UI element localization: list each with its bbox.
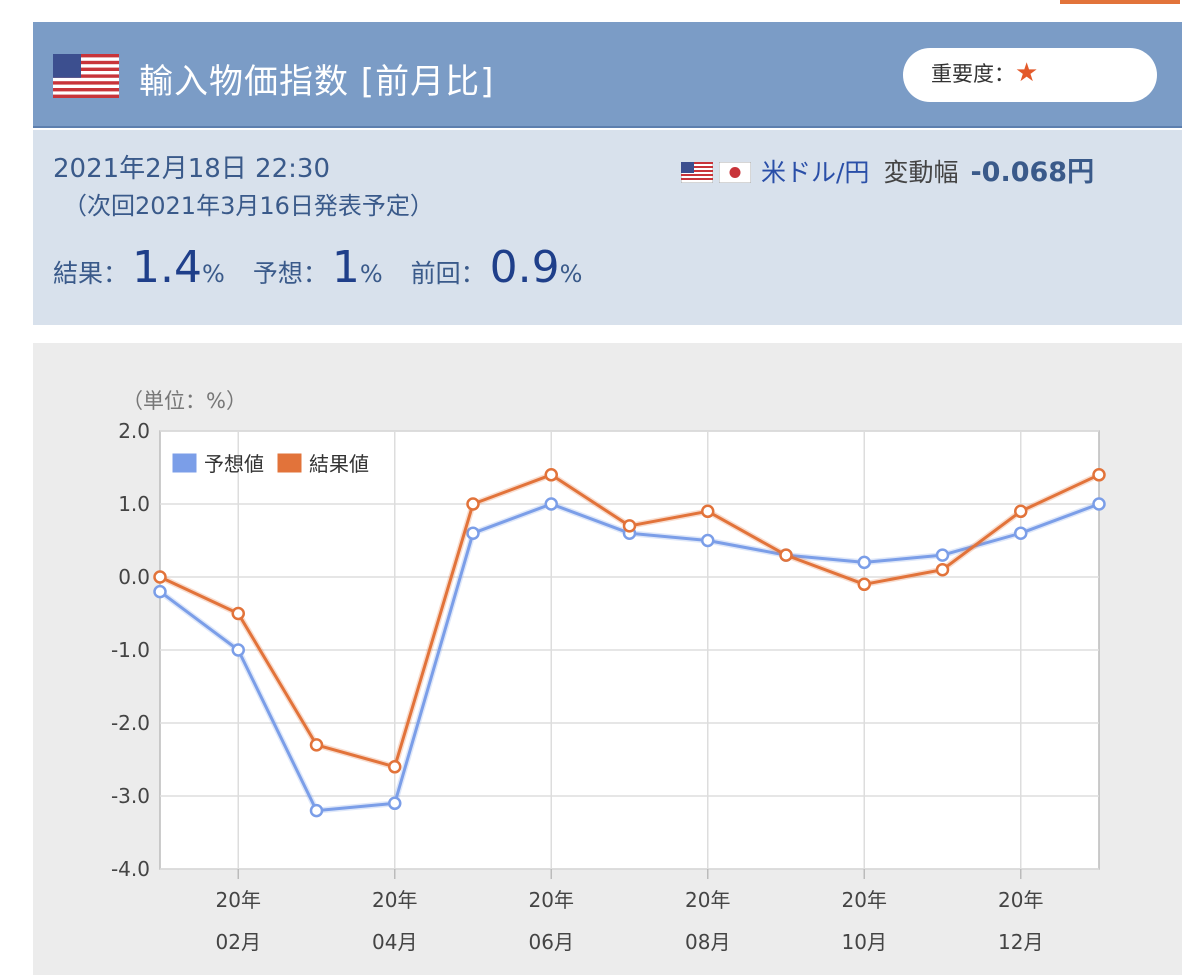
data-point [1092, 468, 1106, 482]
data-point [1014, 504, 1028, 519]
x-tick-label-year: 20年 [998, 888, 1043, 912]
x-tick-label-month: 02月 [216, 930, 261, 954]
data-point [153, 570, 167, 584]
x-tick-label-month: 08月 [685, 930, 730, 954]
y-tick-label: -2.0 [111, 711, 150, 735]
y-tick-label: 0.0 [118, 565, 150, 589]
result-value: 1.4 [132, 242, 202, 293]
legend-label: 予想値 [204, 452, 264, 476]
importance-label: 重要度： [931, 62, 1015, 86]
x-tick-label-month: 04月 [372, 930, 417, 954]
data-point [857, 555, 871, 570]
japan-flag-icon [719, 162, 751, 183]
next-release-note: （次回2021年3月16日発表予定） [63, 192, 434, 220]
data-point [1092, 497, 1106, 511]
previous-label: 前回： [410, 259, 486, 288]
importance-badge: 重要度：★ [903, 48, 1157, 102]
forecast-value: 1 [331, 242, 360, 293]
results-row: 結果：1.4% 予想：1% 前回：0.9% [53, 242, 610, 293]
previous-value: 0.9 [489, 242, 560, 293]
result-label: 結果： [53, 259, 129, 288]
data-point [779, 548, 793, 562]
x-tick-label-month: 10月 [842, 930, 887, 954]
y-tick-label: -3.0 [111, 784, 150, 808]
x-tick-label-year: 20年 [216, 888, 261, 912]
range-value: -0.068円 [970, 157, 1095, 188]
x-tick-label-month: 12月 [998, 930, 1043, 954]
range-label: 変動幅 [883, 158, 959, 187]
y-tick-label: 2.0 [118, 419, 150, 443]
y-tick-label: -1.0 [111, 638, 150, 662]
data-point [231, 606, 245, 621]
data-point [1014, 526, 1028, 540]
release-info-panel: 2021年2月18日 22:30 （次回2021年3月16日発表予定） 米ドル/… [33, 130, 1182, 325]
forecast-label: 予想： [252, 259, 328, 288]
result-unit: % [202, 260, 225, 288]
chart-panel: 2.0 1.0 0.0 -1.0 -2.0 -3.0 -4.0 20年 02月 20年 04月 20年… [33, 343, 1182, 975]
data-point [701, 504, 715, 519]
data-point [935, 548, 950, 562]
legend-swatch [171, 452, 198, 474]
data-point [466, 526, 480, 540]
data-point [153, 584, 167, 599]
data-point [544, 497, 558, 511]
line-chart: 2.0 1.0 0.0 -1.0 -2.0 -3.0 -4.0 20年 02月 20年 04月 20年… [111, 389, 1106, 954]
previous-unit: % [559, 260, 583, 288]
x-tick-label-year: 20年 [842, 888, 887, 912]
y-tick-label: 1.0 [118, 492, 150, 516]
data-point [544, 468, 558, 482]
us-flag-icon [681, 162, 713, 183]
series-result [153, 468, 1106, 774]
x-tick-label-year: 20年 [685, 888, 730, 912]
data-point [701, 533, 715, 548]
indicator-header: 輸入物価指数 [前月比] 重要度：★ [33, 22, 1182, 128]
star-icon: ★ [1015, 58, 1039, 88]
data-point [388, 760, 402, 774]
data-point [622, 519, 637, 533]
y-tick-label: -4.0 [111, 857, 150, 881]
forecast-unit: % [359, 260, 383, 288]
data-point [935, 562, 950, 577]
data-point [466, 497, 480, 511]
x-tick-label-year: 20年 [529, 888, 574, 912]
data-point [231, 643, 245, 657]
unit-label: （単位：%） [122, 389, 247, 413]
x-tick-label-year: 20年 [372, 888, 417, 912]
data-point [388, 796, 402, 811]
legend-swatch [276, 452, 303, 474]
data-point [309, 803, 324, 818]
data-point [309, 738, 324, 752]
indicator-title: 輸入物価指数 [前月比] [139, 62, 495, 102]
corner-tab[interactable] [1060, 0, 1180, 4]
legend: 予想値 結果値 [171, 452, 369, 476]
currency-pair-info: 米ドル/円 変動幅 -0.068円 [681, 150, 1094, 189]
legend-label: 結果値 [309, 452, 369, 476]
currency-pair-link[interactable]: 米ドル/円 [761, 158, 870, 187]
us-flag-icon [53, 54, 119, 98]
x-tick-label-month: 06月 [529, 930, 574, 954]
data-point [857, 577, 871, 592]
release-datetime: 2021年2月18日 22:30 [53, 154, 330, 184]
